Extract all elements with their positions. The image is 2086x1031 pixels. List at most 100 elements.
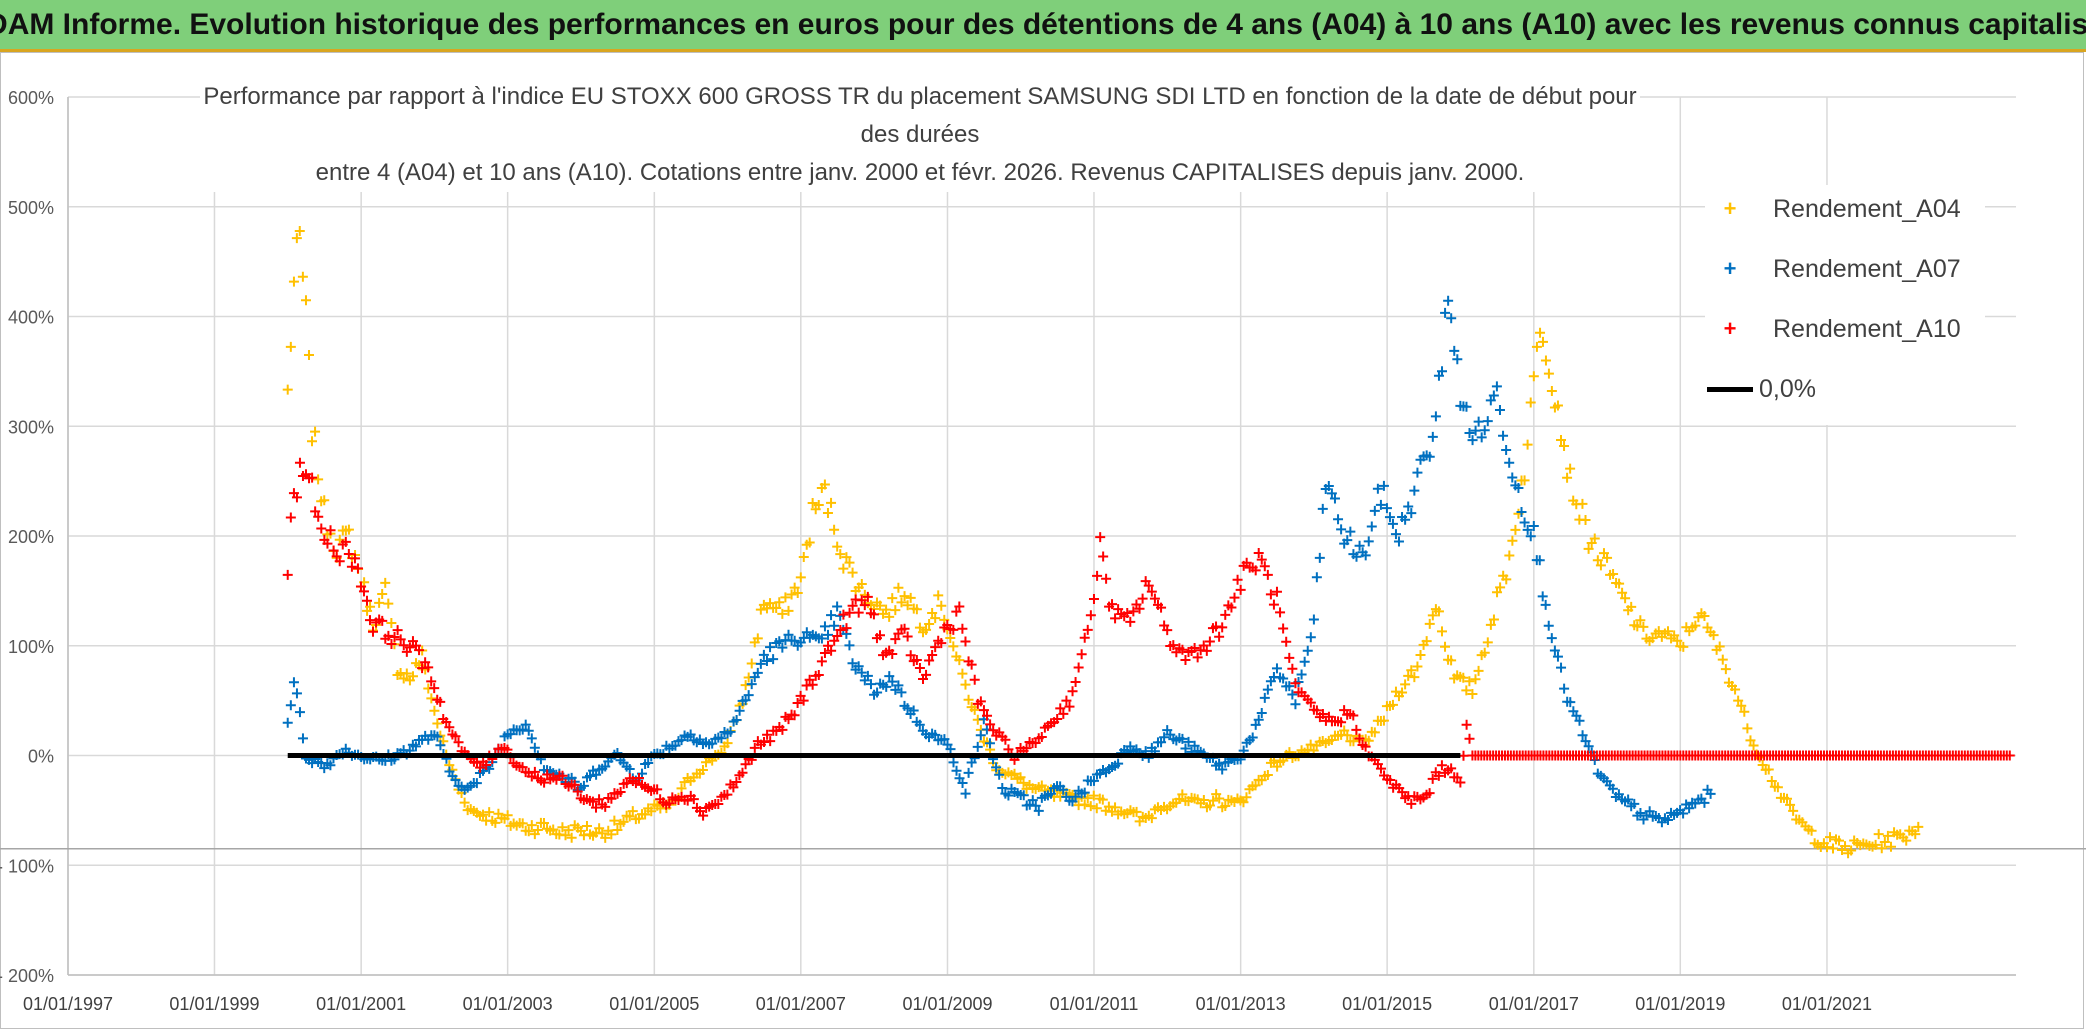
series-rendement-a10-marker <box>1021 743 1032 754</box>
series-rendement-a10-marker <box>838 609 849 620</box>
series-rendement-a04-marker <box>1036 780 1047 791</box>
series-rendement-a04-marker <box>1763 764 1774 775</box>
series-rendement-a04-marker <box>307 436 318 447</box>
series-rendement-a07-marker <box>1183 736 1194 747</box>
series-rendement-a10-marker <box>975 696 986 707</box>
series-rendement-a07-marker <box>1387 518 1398 529</box>
series-rendement-a10-marker <box>1162 625 1173 636</box>
series-rendement-a10-marker <box>664 798 675 809</box>
series-rendement-a10-marker <box>1464 733 1475 744</box>
series-rendement-a04-marker <box>1015 772 1026 783</box>
series-rendement-a04-marker <box>945 633 956 644</box>
series-rendement-a04-marker <box>1834 835 1845 846</box>
series-rendement-a07-marker <box>410 741 421 752</box>
series-rendement-a04-marker <box>1589 533 1600 544</box>
x-tick-label: 01/01/2015 <box>1342 994 1432 1014</box>
series-rendement-a07-marker <box>1473 416 1484 427</box>
series-rendement-a07-marker <box>1403 501 1414 512</box>
series-rendement-a07-marker <box>945 744 956 755</box>
series-rendement-a07-marker <box>1424 451 1435 462</box>
series-rendement-a07-marker <box>1079 787 1090 798</box>
series-rendement-a10-marker <box>1287 663 1298 674</box>
series-rendement-a04-marker <box>1085 801 1096 812</box>
series-rendement-a10-marker <box>924 655 935 666</box>
series-rendement-a10-marker <box>957 623 968 634</box>
series-rendement-a07-marker <box>872 687 883 698</box>
series-rendement-a10-marker <box>481 760 492 771</box>
series-rendement-a04-marker <box>288 276 299 287</box>
series-rendement-a07-marker <box>991 762 1002 773</box>
series-rendement-a10-marker <box>1204 636 1215 647</box>
series-rendement-a04-marker <box>1840 841 1851 852</box>
series-rendement-a04-marker <box>624 811 635 822</box>
series-rendement-a07-marker <box>1583 741 1594 752</box>
series-rendement-a07-marker <box>1354 540 1365 551</box>
series-rendement-a04-marker <box>933 590 944 601</box>
series-rendement-a07-marker <box>297 733 308 744</box>
series-rendement-a10-marker <box>1143 580 1154 591</box>
series-rendement-a10-marker <box>368 626 379 637</box>
series-rendement-a10-marker <box>762 729 773 740</box>
series-rendement-a04-marker <box>1595 560 1606 571</box>
series-rendement-a04-marker <box>1824 832 1835 843</box>
series-rendement-a10-marker <box>316 523 327 534</box>
series-rendement-a10-marker <box>1229 592 1240 603</box>
series-rendement-a07-marker <box>1003 790 1014 801</box>
series-rendement-a10-marker <box>868 609 879 620</box>
series-rendement-a10-marker <box>1201 645 1212 656</box>
series-rendement-a04-marker <box>1400 679 1411 690</box>
series-rendement-a04-marker <box>954 655 965 666</box>
series-rendement-a07-marker <box>1378 480 1389 491</box>
series-rendement-a04-marker <box>1467 688 1478 699</box>
series-rendement-a04-marker <box>1409 672 1420 683</box>
series-rendement-a10-marker <box>728 782 739 793</box>
legend-label-a07: Rendement_A07 <box>1773 254 1961 283</box>
y-tick-label: - 200% <box>0 966 54 986</box>
series-rendement-a04-marker <box>1806 825 1817 836</box>
series-rendement-a07-marker <box>1317 503 1328 514</box>
series-rendement-a04-marker <box>1018 777 1029 788</box>
series-rendement-a07-marker <box>1467 435 1478 446</box>
series-rendement-a04-marker <box>1378 715 1389 726</box>
series-rendement-a04-marker <box>1403 670 1414 681</box>
series-rendement-a07-marker <box>1351 551 1362 562</box>
series-rendement-a07-marker <box>1217 764 1228 775</box>
series-rendement-a10-marker <box>966 659 977 670</box>
series-rendement-a04-marker <box>401 668 412 679</box>
series-rendement-a07-marker <box>1464 427 1475 438</box>
series-rendement-a07-marker <box>325 760 336 771</box>
series-rendement-a04-marker <box>930 613 941 624</box>
series-rendement-a07-marker <box>884 671 895 682</box>
series-rendement-a04-marker <box>1525 397 1536 408</box>
series-rendement-a07-marker <box>902 703 913 714</box>
series-rendement-a10-marker <box>1134 603 1145 614</box>
series-rendement-a04-marker <box>789 582 800 593</box>
y-tick-label: 200% <box>8 527 54 547</box>
legend-label-zero: 0,0% <box>1759 374 1816 403</box>
series-rendement-a04-marker <box>566 832 577 843</box>
series-rendement-a04-marker <box>1543 368 1554 379</box>
series-rendement-a04-marker <box>1617 587 1628 598</box>
series-rendement-a10-marker <box>352 563 363 574</box>
report-title: ADAM Informe. Evolution historique des p… <box>0 7 2086 41</box>
series-rendement-a07-marker <box>1336 524 1347 535</box>
series-rendement-a04-marker <box>640 809 651 820</box>
series-rendement-a10-marker <box>1192 652 1203 663</box>
series-rendement-a10-marker <box>1061 695 1072 706</box>
series-rendement-a10-marker <box>807 679 818 690</box>
series-rendement-a07-marker <box>887 676 898 687</box>
series-rendement-a04-marker <box>484 807 495 818</box>
series-rendement-a10-marker <box>1149 593 1160 604</box>
series-rendement-a04-marker <box>1788 805 1799 816</box>
series-rendement-a10-marker <box>853 607 864 618</box>
series-rendement-a04-marker <box>310 426 321 437</box>
series-rendement-a07-marker <box>1180 743 1191 754</box>
series-rendement-a04-marker <box>365 601 376 612</box>
series-rendement-a07-marker <box>1546 633 1557 644</box>
series-rendement-a10-marker <box>731 776 742 787</box>
series-rendement-a04-marker <box>1766 776 1777 787</box>
series-rendement-a04-marker <box>1552 400 1563 411</box>
series-rendement-a04-marker <box>1131 806 1142 817</box>
series-rendement-a04-marker <box>1901 835 1912 846</box>
plus-marker-icon: + <box>1723 256 1737 281</box>
